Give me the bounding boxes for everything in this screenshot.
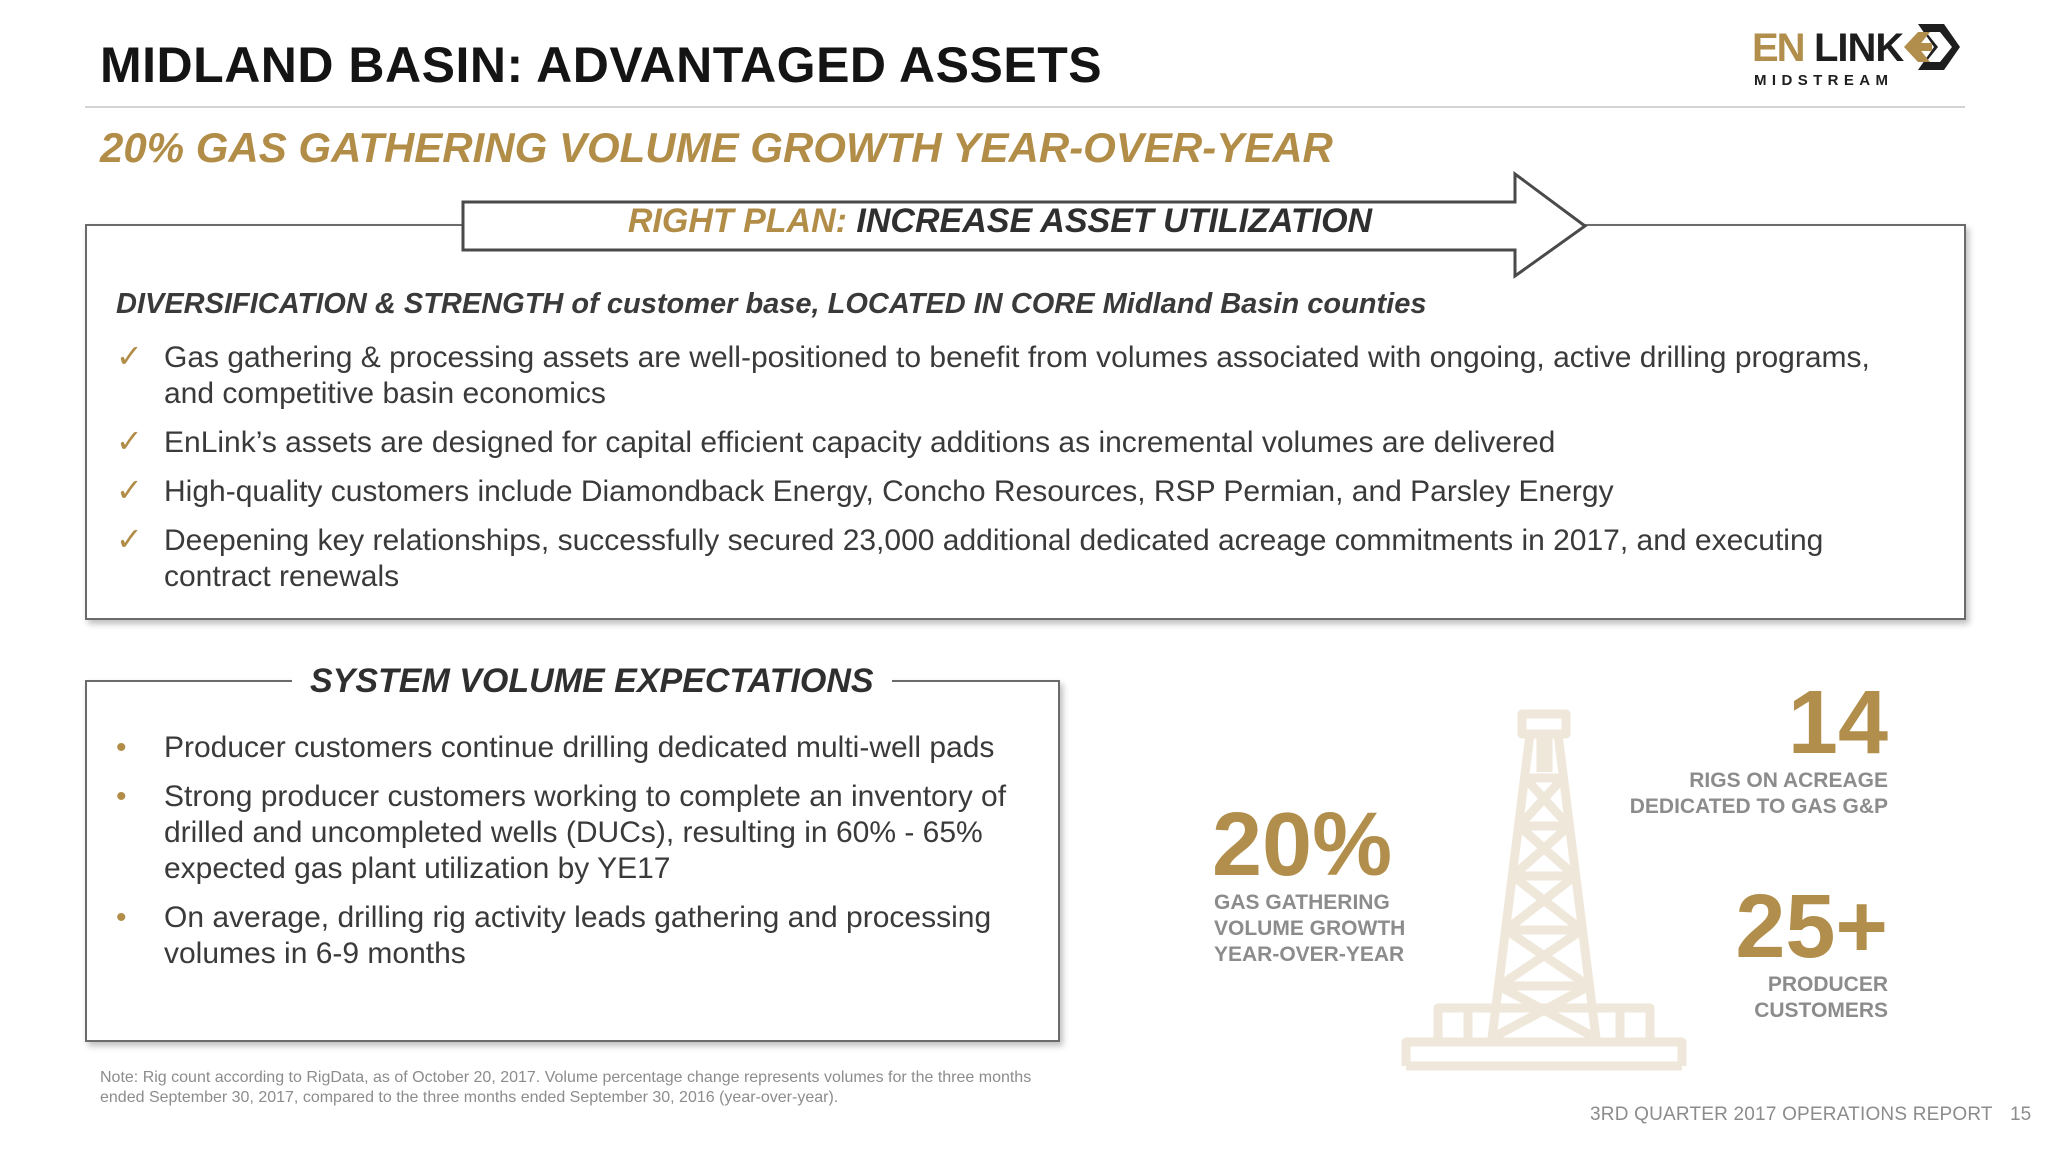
right-plan-banner: RIGHT PLAN: INCREASE ASSET UTILIZATION [460,202,1540,241]
list-item-text: Deepening key relationships, successfull… [164,524,1824,593]
producer-label-line: PRODUCER [1767,973,1888,996]
list-item: ✓ Deepening key relationships, successfu… [116,521,1916,595]
slide-title: MIDLAND BASIN: ADVANTAGED ASSETS [100,37,1103,93]
producer-label: PRODUCER CUSTOMERS [1754,972,1888,1024]
checkmark-icon: ✓ [116,521,143,557]
title-divider [85,106,1965,108]
list-item: • Producer customers continue drilling d… [116,730,1036,766]
plan-check-list: ✓ Gas gathering & processing assets are … [116,338,1916,608]
rigs-label: RIGS ON ACREAGE DEDICATED TO GAS G&P [1630,768,1888,820]
customer-base-heading: DIVERSIFICATION & STRENGTH of customer b… [116,288,1427,320]
right-plan-label: RIGHT PLAN: [627,202,847,240]
list-item-text: On average, drilling rig activity leads … [164,901,992,970]
list-item: • Strong producer customers working to c… [116,779,1036,887]
logo-en-text: EN [1752,26,1806,70]
report-footer: 3RD QUARTER 2017 OPERATIONS REPORT [1590,1104,1993,1125]
growth-percent: 20% [1212,795,1393,895]
increase-utilization-label: INCREASE ASSET UTILIZATION [856,202,1373,240]
list-item-text: Strong producer customers working to com… [164,780,1007,885]
rigs-count: 14 [1787,673,1888,773]
list-item: ✓ EnLink’s assets are designed for capit… [116,423,1916,461]
bullet-dot-icon: • [116,731,127,764]
logo-arrow-icon [1904,24,1960,70]
rigs-label-line: DEDICATED TO GAS G&P [1629,795,1888,818]
right-plan-panel [85,224,1966,620]
rigs-label-line: RIGS ON ACREAGE [1689,769,1888,792]
page-number: 15 [2010,1104,2032,1125]
producer-label-line: CUSTOMERS [1754,999,1888,1022]
checkmark-icon: ✓ [116,338,143,374]
growth-label: GAS GATHERING VOLUME GROWTH YEAR-OVER-YE… [1214,890,1405,968]
logo-midstream-text: MIDSTREAM [1754,72,1894,89]
checkmark-icon: ✓ [116,472,143,508]
checkmark-icon: ✓ [116,423,143,459]
slide-subtitle: 20% GAS GATHERING VOLUME GROWTH YEAR-OVE… [100,124,1333,171]
list-item: ✓ Gas gathering & processing assets are … [116,338,1916,412]
footnote: Note: Rig count according to RigData, as… [100,1069,1032,1106]
growth-label-line: YEAR-OVER-YEAR [1214,943,1405,966]
system-volume-heading: SYSTEM VOLUME EXPECTATIONS [292,662,892,701]
oil-rig-icon [1401,709,1687,1071]
list-item-text: EnLink’s assets are designed for capital… [164,426,1556,459]
list-item-text: Producer customers continue drilling ded… [164,731,995,764]
growth-label-line: GAS GATHERING [1214,891,1390,914]
logo-link-text: LINK [1814,26,1904,70]
right-plan-arrow [461,171,1588,279]
system-volume-panel [85,680,1060,1042]
bullet-dot-icon: • [116,901,127,934]
system-bullet-list: • Producer customers continue drilling d… [116,730,1036,985]
list-item-text: High-quality customers include Diamondba… [164,475,1614,508]
growth-label-line: VOLUME GROWTH [1214,917,1406,940]
list-item: ✓ High-quality customers include Diamond… [116,472,1916,510]
bullet-dot-icon: • [116,780,127,813]
enlink-logo: EN LINK MIDSTREAM [1752,22,1964,90]
list-item-text: Gas gathering & processing assets are we… [164,341,1870,410]
list-item: • On average, drilling rig activity lead… [116,900,1036,972]
producer-count: 25+ [1735,877,1888,977]
